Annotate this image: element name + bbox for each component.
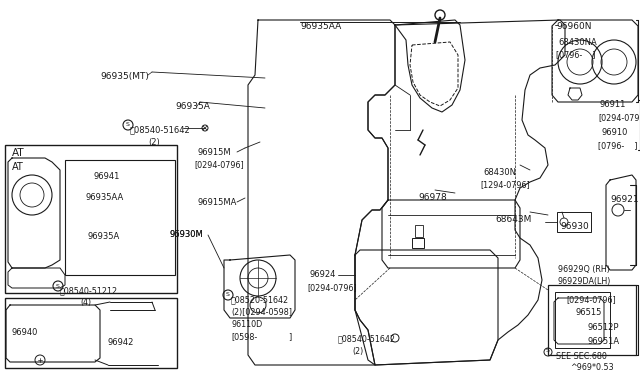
Text: AT: AT [12,148,24,158]
Text: 96935AA: 96935AA [86,193,124,202]
Text: S: S [56,283,60,289]
Text: 96921: 96921 [610,195,639,204]
Text: 96941: 96941 [93,172,120,181]
Text: (4): (4) [80,298,91,307]
Bar [412,238,424,248]
Text: 96942: 96942 [108,338,134,347]
Text: 96951A: 96951A [587,337,619,346]
Text: 96935(MT): 96935(MT) [100,72,149,81]
Text: [0294-0796]: [0294-0796] [194,160,244,169]
Text: SEE SEC.680: SEE SEC.680 [556,352,607,361]
Text: [0796-    ]: [0796- ] [556,50,595,59]
Text: 68643M: 68643M [495,215,531,224]
Text: 96110D: 96110D [231,320,262,329]
Text: (2)[0294-0598]: (2)[0294-0598] [231,308,292,317]
Text: [0294-0796]: [0294-0796] [566,295,616,304]
Text: 96960N: 96960N [556,22,591,31]
Text: 96915MA: 96915MA [197,198,236,207]
Bar [65,160,175,275]
Text: S: S [546,347,550,353]
Text: 96929Q (RH): 96929Q (RH) [558,265,610,274]
Bar [5,145,177,293]
Text: 96935A: 96935A [175,102,210,111]
Text: 96924: 96924 [310,270,337,279]
Text: ]: ] [288,332,291,341]
Text: [0598-: [0598- [231,332,257,341]
Bar [557,212,591,232]
Text: Ⓝ08540-51642: Ⓝ08540-51642 [130,125,191,134]
Text: 96512P: 96512P [587,323,618,332]
Text: (2): (2) [148,138,160,147]
Text: 96930M: 96930M [170,230,204,239]
Bar [555,292,610,348]
Text: Ⓝ08540-51212: Ⓝ08540-51212 [60,286,118,295]
Text: [0294-0796]: [0294-0796] [598,113,640,122]
Text: [0294-0796]: [0294-0796] [307,283,356,292]
Text: 96915M: 96915M [197,148,230,157]
Text: Ⓝ08540-51642: Ⓝ08540-51642 [338,334,396,343]
Text: 96910: 96910 [601,128,627,137]
Bar [5,298,177,368]
Text: 96940: 96940 [12,328,38,337]
Text: Ⓝ08520-51642: Ⓝ08520-51642 [231,295,289,304]
Text: 96935A: 96935A [88,232,120,241]
Text: 96978: 96978 [418,193,447,202]
Text: 96929DA(LH): 96929DA(LH) [558,277,611,286]
Text: 96515: 96515 [576,308,602,317]
Text: 68430NA: 68430NA [558,38,596,47]
Bar [415,225,423,237]
Text: [0796-    ]: [0796- ] [598,141,637,150]
Text: 96935AA: 96935AA [300,22,341,31]
Text: [1294-0796]: [1294-0796] [480,180,530,189]
Text: (2): (2) [352,347,364,356]
Text: ^969*0.53: ^969*0.53 [570,363,614,372]
Text: 96911: 96911 [600,100,627,109]
Text: 68430N: 68430N [483,168,516,177]
Bar [548,285,636,355]
Text: 96930M: 96930M [170,230,204,239]
Text: AT: AT [12,162,24,172]
Text: S: S [126,122,130,128]
Text: 96930: 96930 [560,222,589,231]
Text: S: S [226,292,230,298]
